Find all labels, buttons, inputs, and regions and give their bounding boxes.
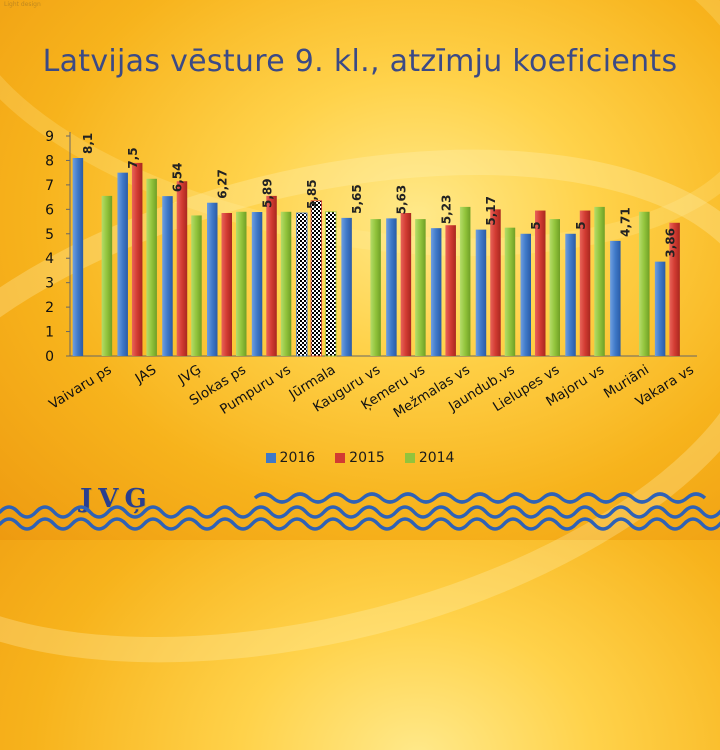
bar-2014-7 bbox=[370, 219, 381, 356]
legend-item-2016: 2016 bbox=[265, 450, 316, 466]
bar-2015-11 bbox=[535, 210, 546, 356]
legend-label-2014: 2014 bbox=[418, 450, 455, 466]
bar-2014-8 bbox=[415, 219, 426, 356]
y-tick-label: 2 bbox=[45, 300, 54, 316]
bar-2015-10 bbox=[490, 209, 501, 356]
bar-2015-12 bbox=[579, 210, 591, 356]
data-label-2016: 5 bbox=[574, 221, 588, 229]
bar-2016-6 bbox=[296, 212, 308, 357]
bar-2014-9 bbox=[459, 206, 471, 356]
data-label-2016: 5,63 bbox=[395, 185, 409, 215]
bar-2016-5 bbox=[251, 212, 263, 356]
bar-2016-4 bbox=[207, 202, 218, 356]
category-label: JAS bbox=[132, 362, 160, 388]
bar-2014-6 bbox=[325, 211, 337, 357]
category-label: Vaivaru ps bbox=[46, 362, 114, 413]
bar-2015-3 bbox=[176, 181, 188, 356]
legend-label-2015: 2015 bbox=[349, 450, 385, 466]
data-label-2016: 5,89 bbox=[260, 178, 274, 208]
y-tick-label: 6 bbox=[45, 202, 54, 218]
data-label-2016: 5,85 bbox=[305, 179, 319, 209]
bar-2016-13 bbox=[610, 240, 621, 356]
y-tick-label: 5 bbox=[45, 227, 54, 243]
legend-swatch-2015 bbox=[335, 453, 346, 463]
y-tick-label: 0 bbox=[45, 349, 54, 365]
legend-swatch-2016 bbox=[265, 453, 276, 463]
y-tick-label: 4 bbox=[45, 251, 54, 267]
data-label-2016: 5 bbox=[529, 221, 543, 229]
bar-chart: 0 1 2 3 4 5 6 7 8 9 8,1 Vaivaru ps 7,5 JAS 6,54 JVĢ 6,2… bbox=[45, 129, 697, 421]
bar-2014-4 bbox=[236, 211, 247, 356]
chart-legend: 2016 2015 2014 bbox=[0, 450, 720, 466]
legend-item-2014: 2014 bbox=[404, 450, 455, 466]
bar-2016-2 bbox=[117, 172, 128, 356]
legend-swatch-2014 bbox=[404, 453, 415, 463]
template-note: Light design bbox=[4, 1, 41, 8]
category-label: JVĢ bbox=[175, 362, 204, 389]
bar-2014-5 bbox=[280, 211, 292, 356]
y-tick-label: 9 bbox=[45, 129, 54, 145]
bar-2015-5 bbox=[266, 195, 277, 356]
wave-decoration bbox=[0, 492, 720, 531]
bar-2015-4 bbox=[221, 213, 232, 356]
y-tick-label: 8 bbox=[45, 153, 54, 169]
data-label-2016: 8,1 bbox=[81, 133, 95, 154]
bar-2016-9 bbox=[430, 228, 442, 356]
bar-2015-2 bbox=[131, 162, 143, 356]
bar-2014-11 bbox=[549, 219, 560, 356]
data-label-2016: 5,23 bbox=[439, 195, 453, 225]
data-label-2016: 6,54 bbox=[171, 163, 185, 193]
bar-2014-12 bbox=[594, 206, 605, 356]
bar-2016-3 bbox=[162, 196, 173, 356]
bar-2015-8 bbox=[400, 213, 412, 356]
y-tick-label: 1 bbox=[45, 325, 54, 341]
bar-2014-1 bbox=[101, 195, 113, 356]
data-label-2016: 7,5 bbox=[126, 147, 140, 168]
bar-2014-3 bbox=[191, 215, 202, 356]
data-label-2016: 5,65 bbox=[350, 184, 364, 214]
y-tick-label: 3 bbox=[45, 276, 54, 292]
data-label-2016: 3,86 bbox=[663, 228, 677, 258]
bar-2014-13 bbox=[639, 211, 650, 356]
bar-2016-8 bbox=[386, 218, 397, 356]
bar-2016-12 bbox=[565, 233, 576, 356]
bar-2014-10 bbox=[504, 227, 516, 356]
bar-2016-7 bbox=[341, 217, 352, 356]
bar-2016-14 bbox=[654, 261, 666, 356]
bar-2015-6 bbox=[310, 200, 322, 357]
data-label-2016: 6,27 bbox=[216, 169, 230, 199]
bar-2016-11 bbox=[520, 233, 531, 356]
data-label-2016: 5,17 bbox=[484, 196, 498, 226]
data-label-2016: 4,71 bbox=[619, 207, 633, 237]
y-tick-label: 7 bbox=[45, 178, 54, 194]
bar-2015-14 bbox=[669, 222, 680, 356]
legend-label-2016: 2016 bbox=[279, 450, 316, 466]
bar-2015-9 bbox=[445, 225, 456, 356]
page-title: Latvijas vēsture 9. kl., atzīmju koefici… bbox=[42, 44, 678, 79]
legend-item-2015: 2015 bbox=[335, 450, 385, 466]
bar-2016-10 bbox=[475, 229, 487, 356]
bar-2014-2 bbox=[146, 178, 157, 356]
bar-2016-1 bbox=[72, 158, 84, 356]
